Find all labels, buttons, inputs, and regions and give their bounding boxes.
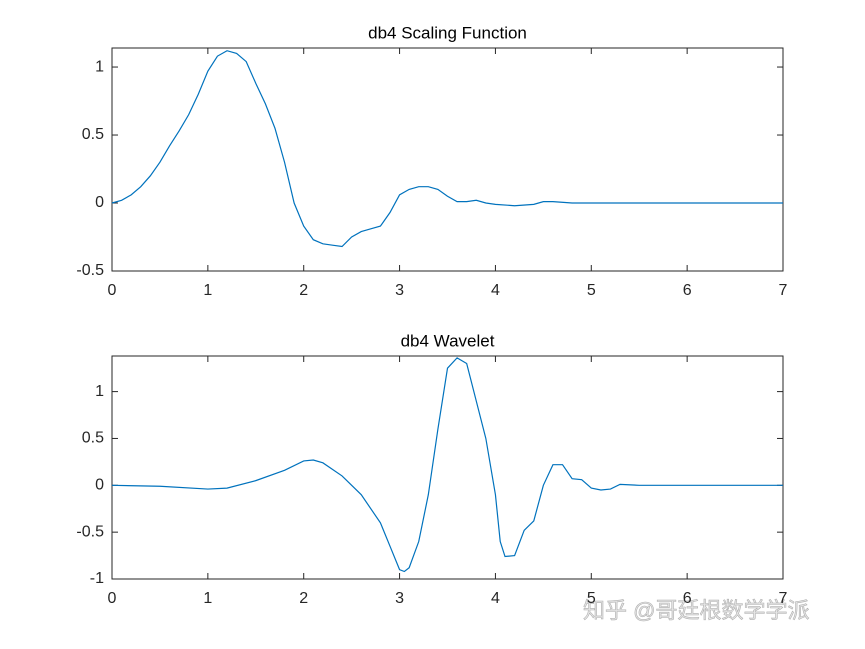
y-tick-label: -0.5 bbox=[76, 262, 104, 279]
x-tick-label: 6 bbox=[683, 590, 692, 607]
x-tick-label: 0 bbox=[108, 282, 117, 299]
data-line bbox=[111, 357, 783, 573]
x-tick-label: 4 bbox=[491, 282, 500, 299]
y-tick-label: 1 bbox=[95, 58, 104, 75]
chart-title: db4 Scaling Function bbox=[368, 23, 527, 42]
y-tick-label: 1 bbox=[95, 383, 104, 400]
x-tick-label: 4 bbox=[491, 590, 500, 607]
watermark: 知乎 @哥廷根数学学派 bbox=[583, 598, 809, 623]
x-tick-label: 1 bbox=[203, 590, 212, 607]
x-tick-label: 3 bbox=[395, 282, 404, 299]
axes-box bbox=[111, 355, 784, 580]
chart-title: db4 Wavelet bbox=[401, 331, 495, 350]
x-tick-label: 5 bbox=[587, 282, 596, 299]
x-tick-label: 6 bbox=[683, 282, 692, 299]
x-tick-label: 7 bbox=[779, 282, 788, 299]
y-tick-label: 0.5 bbox=[82, 126, 104, 143]
x-tick-label: 2 bbox=[299, 590, 308, 607]
data-line bbox=[111, 50, 783, 248]
y-tick-label: 0 bbox=[95, 477, 104, 494]
x-tick-label: 0 bbox=[108, 590, 117, 607]
x-tick-label: 7 bbox=[779, 590, 788, 607]
y-tick-label: 0 bbox=[95, 194, 104, 211]
x-tick-label: 3 bbox=[395, 590, 404, 607]
axes-box bbox=[111, 47, 784, 272]
x-tick-label: 2 bbox=[299, 282, 308, 299]
x-tick-label: 1 bbox=[203, 282, 212, 299]
y-tick-label: -1 bbox=[90, 570, 104, 587]
x-tick-label: 5 bbox=[587, 590, 596, 607]
y-tick-label: 0.5 bbox=[82, 430, 104, 447]
y-tick-label: -0.5 bbox=[76, 523, 104, 540]
